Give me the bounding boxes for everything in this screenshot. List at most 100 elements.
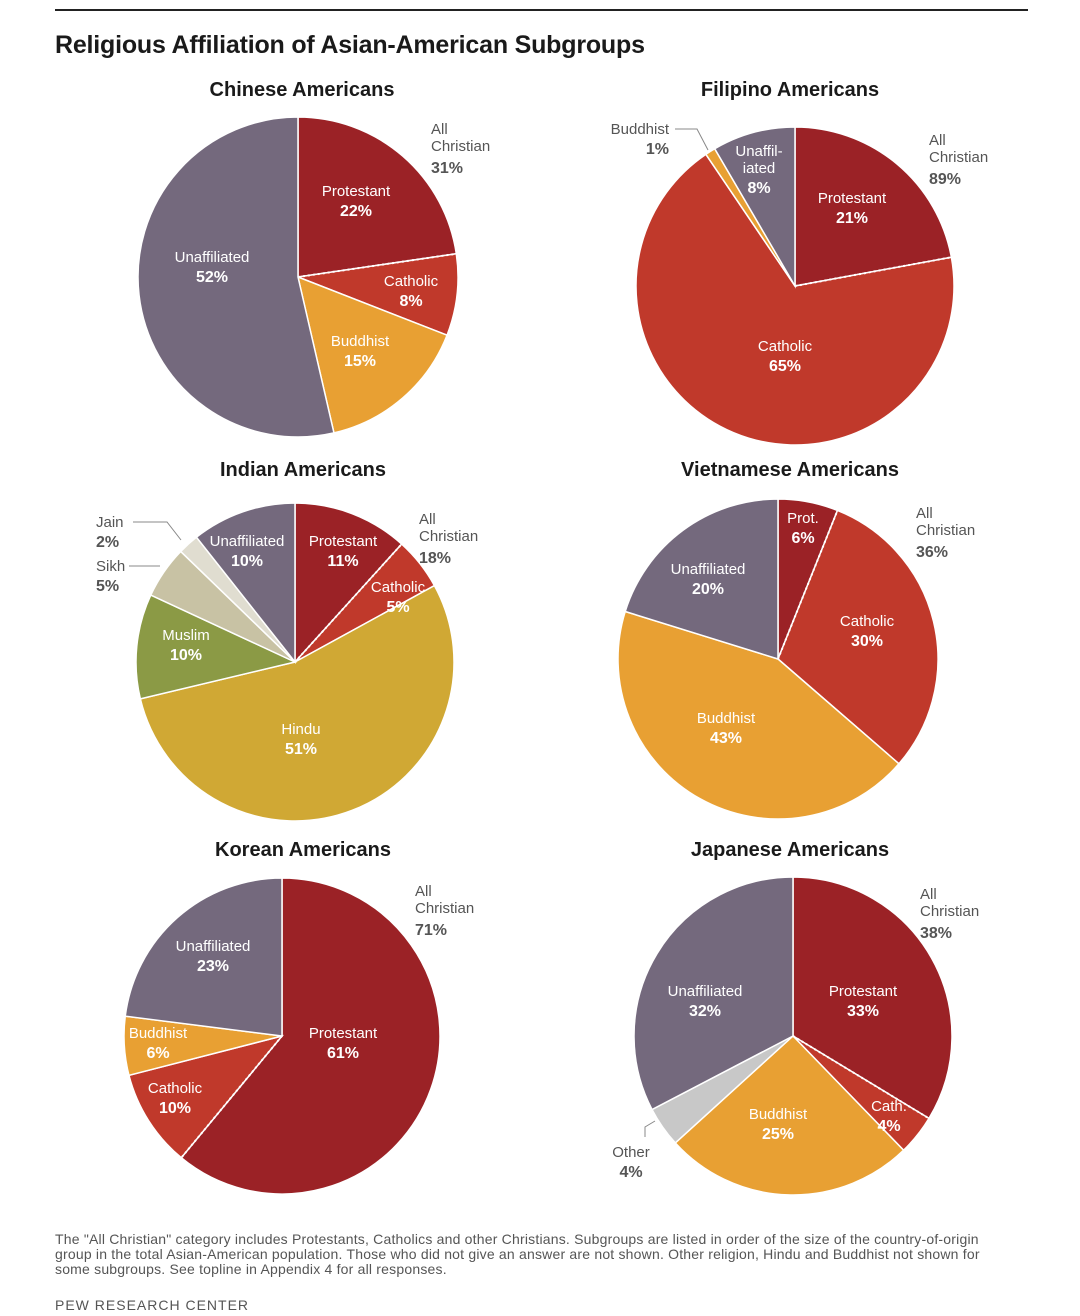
vietnamese-all-christian-label: Christian xyxy=(916,522,975,539)
vietnamese-dotted-divider xyxy=(777,510,839,660)
korean-slice-protestant xyxy=(180,877,441,1195)
filipino-buddhist-leader-line xyxy=(675,128,709,151)
japanese-cath-value: 4% xyxy=(877,1118,900,1135)
vietnamese-prot-value: 6% xyxy=(791,530,814,547)
vietnamese-all-christian-label: All xyxy=(916,505,933,522)
chinese-slice-buddhist xyxy=(296,275,449,434)
chinese-all-christian-value: 31% xyxy=(431,160,463,177)
vietnamese-buddhist-label: Buddhist xyxy=(697,710,756,727)
pie-title-vietnamese: Vietnamese Americans xyxy=(681,459,899,481)
indian-jain-value: 2% xyxy=(96,534,119,551)
indian-slice-hindu xyxy=(139,584,455,822)
indian-all-christian-label: All xyxy=(419,511,436,528)
indian-all-christian-label: Christian xyxy=(419,528,478,545)
chinese-protestant-value: 22% xyxy=(340,203,372,220)
chinese-protestant-label: Protestant xyxy=(322,183,391,200)
japanese-other-value: 4% xyxy=(619,1164,642,1181)
filipino-slice-unaffiliated xyxy=(713,126,796,289)
japanese-dotted-divider xyxy=(792,1035,930,1120)
chinese-slice-protestant xyxy=(297,116,458,278)
indian-catholic-label: Catholic xyxy=(371,579,426,596)
indian-unaffiliated-label: Unaffiliated xyxy=(210,533,285,550)
chinese-all-christian-label: All xyxy=(431,121,448,138)
vietnamese-slice-buddhist xyxy=(617,610,900,820)
indian-sikh-label: Sikh xyxy=(96,558,125,575)
filipino-all-christian-value: 89% xyxy=(929,171,961,188)
korean-catholic-value: 10% xyxy=(159,1100,191,1117)
filipino-catholic-label: Catholic xyxy=(758,338,813,355)
filipino-buddhist-value: 1% xyxy=(646,141,669,158)
korean-slice-unaffiliated xyxy=(124,877,283,1037)
indian-unaffiliated-value: 10% xyxy=(231,553,263,570)
chinese-catholic-value: 8% xyxy=(399,293,422,310)
source-credit: PEW RESEARCH CENTER xyxy=(55,1297,250,1313)
vietnamese-prot-label: Prot. xyxy=(787,510,819,527)
vietnamese-buddhist-value: 43% xyxy=(710,730,742,747)
filipino-slice-protestant xyxy=(794,126,953,287)
korean-catholic-label: Catholic xyxy=(148,1080,203,1097)
filipino-protestant-value: 21% xyxy=(836,210,868,227)
japanese-unaffiliated-label: Unaffiliated xyxy=(668,983,743,1000)
japanese-protestant-value: 33% xyxy=(847,1003,879,1020)
vietnamese-unaffiliated-value: 20% xyxy=(692,581,724,598)
indian-sikh-value: 5% xyxy=(96,578,119,595)
filipino-unaffiliated-label: Unaffil- xyxy=(735,143,782,160)
chinese-buddhist-label: Buddhist xyxy=(331,333,390,350)
japanese-buddhist-label: Buddhist xyxy=(749,1106,808,1123)
indian-hindu-value: 51% xyxy=(285,741,317,758)
vietnamese-all-christian-value: 36% xyxy=(916,544,948,561)
chart-title: Religious Affiliation of Asian-American … xyxy=(55,31,645,59)
indian-dotted-divider xyxy=(294,543,403,663)
vietnamese-slice-catholic xyxy=(777,509,939,765)
japanese-buddhist-value: 25% xyxy=(762,1126,794,1143)
japanese-all-christian-value: 38% xyxy=(920,925,952,942)
japanese-all-christian-label: Christian xyxy=(920,903,979,920)
vietnamese-catholic-label: Catholic xyxy=(840,613,895,630)
japanese-unaffiliated-value: 32% xyxy=(689,1003,721,1020)
filipino-all-christian-label: Christian xyxy=(929,149,988,166)
korean-slice-catholic xyxy=(128,1034,285,1159)
filipino-catholic-value: 65% xyxy=(769,358,801,375)
korean-all-christian-label: All xyxy=(415,883,432,900)
japanese-all-christian-label: All xyxy=(920,886,937,903)
korean-unaffiliated-value: 23% xyxy=(197,958,229,975)
indian-catholic-value: 5% xyxy=(386,599,409,616)
korean-all-christian-value: 71% xyxy=(415,922,447,939)
chinese-slice-unaffiliated xyxy=(137,116,335,438)
vietnamese-catholic-value: 30% xyxy=(851,633,883,650)
chinese-buddhist-value: 15% xyxy=(344,353,376,370)
filipino-all-christian-label: All xyxy=(929,132,946,149)
korean-buddhist-label: Buddhist xyxy=(129,1025,188,1042)
japanese-protestant-label: Protestant xyxy=(829,983,898,1000)
indian-hindu-label: Hindu xyxy=(281,721,320,738)
japanese-slice-unaffiliated xyxy=(633,876,794,1111)
korean-dotted-divider xyxy=(180,1035,283,1159)
korean-protestant-value: 61% xyxy=(327,1045,359,1062)
indian-jain-label: Jain xyxy=(96,514,124,531)
japanese-other-leader-line xyxy=(644,1120,656,1137)
chinese-dotted-divider xyxy=(297,252,457,278)
indian-all-christian-value: 18% xyxy=(419,550,451,567)
indian-muslim-label: Muslim xyxy=(162,627,210,644)
indian-slice-protestant xyxy=(294,502,403,664)
chinese-unaffiliated-value: 52% xyxy=(196,269,228,286)
filipino-slice-catholic xyxy=(635,153,955,446)
filipino-unaffiliated-value: 8% xyxy=(747,180,770,197)
pie-title-japanese: Japanese Americans xyxy=(690,839,890,861)
pie-title-indian: Indian Americans xyxy=(220,459,386,481)
pie-title-korean: Korean Americans xyxy=(215,839,391,861)
chinese-all-christian-label: Christian xyxy=(431,138,490,155)
korean-protestant-label: Protestant xyxy=(309,1025,378,1042)
japanese-other-label: Other xyxy=(612,1144,650,1161)
chinese-catholic-label: Catholic xyxy=(384,273,439,290)
pie-title-chinese: Chinese Americans xyxy=(209,79,395,101)
footnote: The "All Christian" category includes Pr… xyxy=(55,1231,980,1277)
korean-unaffiliated-label: Unaffiliated xyxy=(176,938,251,955)
indian-jain-leader-line xyxy=(133,521,182,541)
japanese-slice-protestant xyxy=(792,876,953,1120)
indian-protestant-label: Protestant xyxy=(309,533,378,550)
indian-muslim-value: 10% xyxy=(170,647,202,664)
chinese-unaffiliated-label: Unaffiliated xyxy=(175,249,250,266)
